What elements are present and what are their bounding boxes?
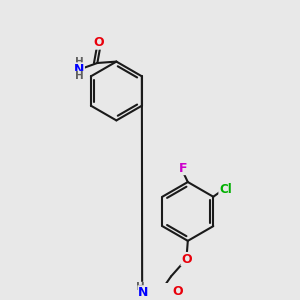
Text: H: H	[136, 282, 144, 292]
Text: N: N	[74, 63, 84, 76]
Text: H: H	[75, 57, 83, 67]
Text: Cl: Cl	[219, 183, 232, 196]
Text: O: O	[93, 36, 104, 49]
Text: O: O	[181, 253, 192, 266]
Text: N: N	[138, 286, 148, 299]
Text: H: H	[75, 71, 83, 81]
Text: F: F	[178, 161, 187, 175]
Text: O: O	[173, 285, 183, 298]
